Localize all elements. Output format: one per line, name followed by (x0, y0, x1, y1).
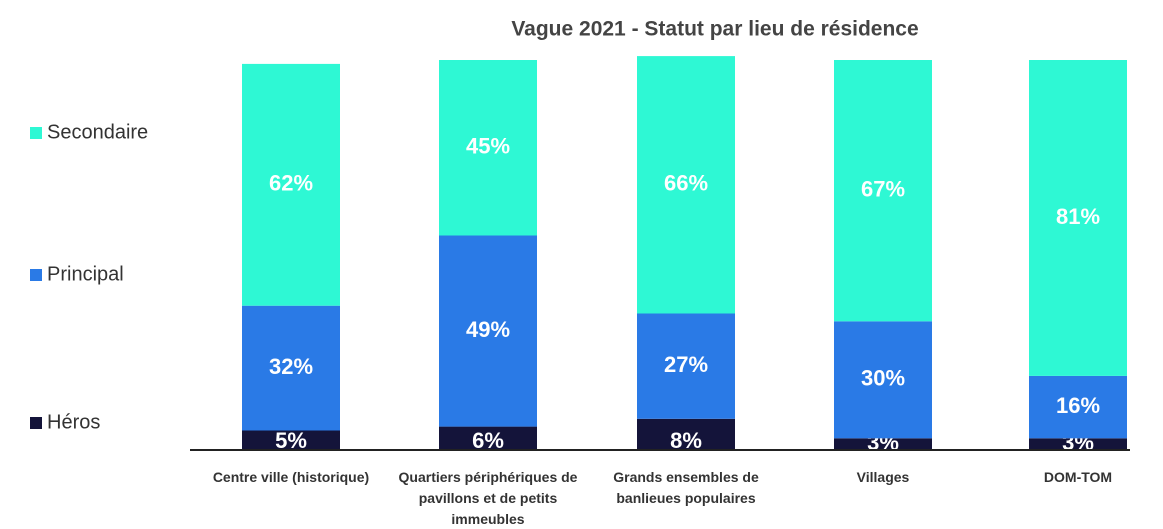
data-label: 27% (664, 352, 708, 377)
x-tick-label: DOM-TOM (1044, 469, 1112, 485)
legend-swatch (30, 127, 42, 139)
legend-label: Principal (47, 263, 124, 285)
data-label: 32% (269, 354, 313, 379)
bar-segment (637, 418, 735, 450)
data-label: 81% (1056, 204, 1100, 229)
x-tick-label: Quartiers périphériques de pavillons et d… (399, 469, 578, 527)
data-label: 67% (861, 176, 905, 201)
bar-segment (439, 235, 537, 427)
bar-segment (637, 56, 735, 314)
chart-title: Vague 2021 - Statut par lieu de résidenc… (511, 18, 918, 41)
bar-segment (1029, 438, 1127, 450)
bar-segment (834, 321, 932, 439)
legend-swatch (30, 417, 42, 429)
x-tick-label: Grands ensembles de banlieues populaires (613, 469, 759, 506)
x-tick-label: Villages (857, 469, 910, 485)
data-label: 66% (664, 171, 708, 196)
data-label: 45% (466, 134, 510, 159)
bar-segment (439, 60, 537, 236)
legend-label: Héros (47, 411, 100, 433)
bar-segment (242, 305, 340, 431)
x-tick-label: Centre ville (historique) (213, 469, 369, 485)
bar-segment (242, 63, 340, 306)
data-label: 30% (861, 366, 905, 391)
bar-segment (834, 438, 932, 450)
data-label: 16% (1056, 393, 1100, 418)
data-label: 6% (472, 428, 504, 453)
data-label: 5% (275, 428, 307, 453)
bar-segment (1029, 60, 1127, 376)
data-label: 49% (466, 317, 510, 342)
data-label: 62% (269, 171, 313, 196)
bar-segment (637, 313, 735, 419)
legend-swatch (30, 269, 42, 281)
bar-segment (1029, 375, 1127, 439)
bar-segment (439, 426, 537, 450)
legend-label: Secondaire (47, 121, 148, 143)
bar-segment (834, 60, 932, 322)
bar-segment (242, 430, 340, 450)
data-label: 8% (670, 428, 702, 453)
